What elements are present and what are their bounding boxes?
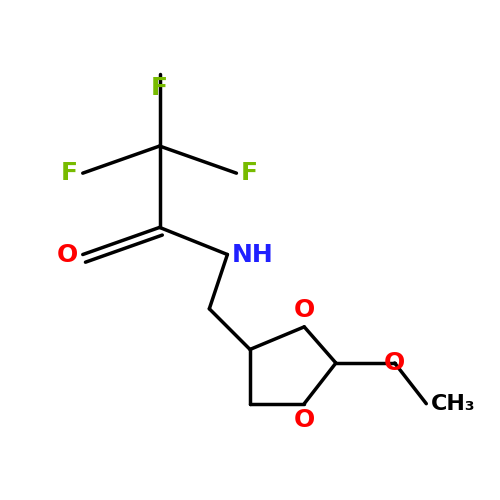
Text: O: O — [294, 298, 315, 322]
Text: O: O — [57, 242, 78, 266]
Text: F: F — [61, 161, 78, 185]
Text: O: O — [384, 351, 406, 375]
Text: O: O — [294, 408, 315, 432]
Text: F: F — [241, 161, 258, 185]
Text: F: F — [151, 76, 168, 100]
Text: CH₃: CH₃ — [431, 394, 476, 413]
Text: NH: NH — [232, 242, 274, 266]
